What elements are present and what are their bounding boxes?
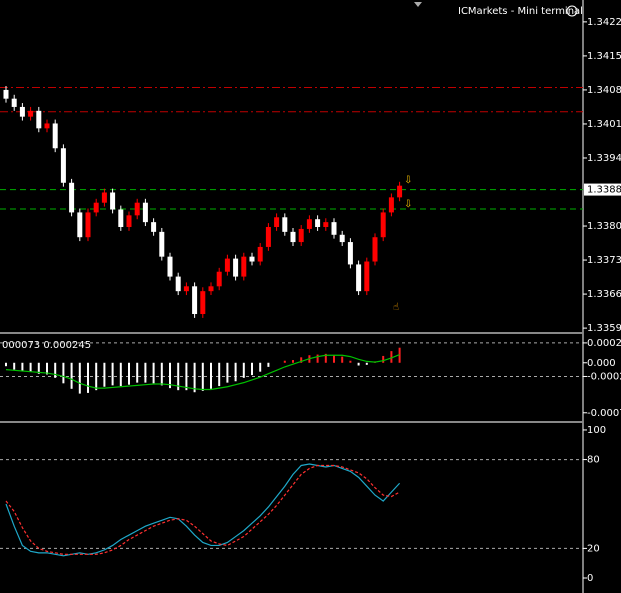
y-tick-label: 0.00029	[587, 338, 621, 349]
y-tick-label: 1.34155	[587, 51, 621, 62]
candle-body	[388, 197, 394, 213]
candle-body	[69, 182, 75, 213]
y-tick-label: 100	[587, 425, 606, 436]
candle-body	[216, 271, 222, 287]
candle-body	[118, 209, 124, 228]
candle-body	[60, 148, 66, 183]
candle-body	[126, 215, 132, 228]
chart-title: ICMarkets - Mini terminal	[458, 6, 583, 17]
candle-body	[167, 256, 173, 277]
candle-body	[44, 123, 50, 129]
candle-body	[208, 286, 214, 292]
candle-body	[306, 219, 312, 229]
candle-body	[347, 242, 353, 265]
y-tick-label: -0.0002	[587, 371, 621, 382]
signal-line	[5, 353, 400, 391]
candle-body	[257, 246, 263, 262]
smiley-icon	[566, 5, 578, 17]
candle-body	[331, 222, 337, 235]
candle-body	[323, 222, 329, 228]
candle-body	[339, 234, 345, 243]
panel-separator	[0, 332, 583, 334]
signal-arrow: ⇩	[404, 175, 412, 186]
y-tick-label: 20	[587, 543, 600, 554]
candle-body	[224, 258, 230, 272]
candle-body	[77, 212, 83, 238]
candle-body	[183, 286, 189, 292]
candle-body	[249, 256, 255, 262]
candle-body	[282, 217, 288, 232]
panel-separator	[0, 421, 583, 423]
candle-body	[134, 202, 140, 216]
candle-body	[93, 202, 99, 213]
y-tick-label: 1.34085	[587, 85, 621, 96]
oscillator-line	[5, 464, 400, 555]
shift-marker	[414, 2, 422, 7]
signal-arrow: ⇩	[404, 199, 412, 210]
y-tick-label: 1.33945	[587, 153, 621, 164]
candle-body	[233, 258, 239, 277]
candle-body	[372, 237, 378, 262]
y-tick-label: 0.000	[587, 358, 616, 369]
hand-icon: ☝	[393, 302, 399, 313]
y-tick-label: 1.33805	[587, 221, 621, 232]
candle-body	[52, 123, 58, 149]
current-price-box	[584, 183, 621, 196]
candle-body	[241, 256, 247, 277]
candle-body	[110, 192, 116, 210]
candle-body	[192, 286, 198, 315]
candle-body	[315, 219, 321, 228]
candle-body	[290, 231, 296, 243]
candle-body	[380, 212, 386, 238]
y-tick-label: 1.33735	[587, 255, 621, 266]
candle-body	[28, 110, 34, 117]
candle-body	[19, 106, 25, 117]
candle-body	[397, 185, 403, 198]
candle-body	[101, 192, 107, 203]
candle-body	[3, 89, 9, 99]
y-tick-label: 80	[587, 455, 600, 466]
candle-body	[175, 276, 181, 292]
indicator-label: 000073 0.000245	[2, 340, 91, 351]
candle-body	[85, 212, 91, 238]
y-tick-label: -0.00073	[587, 408, 621, 419]
candle-body	[356, 264, 362, 292]
candle-body	[364, 261, 370, 292]
y-tick-label: 0	[587, 573, 593, 584]
candle-body	[298, 228, 304, 243]
candle-body	[200, 291, 206, 315]
y-tick-label: 1.33595	[587, 323, 621, 334]
y-tick-label: 1.34225	[587, 17, 621, 28]
candle-body	[265, 227, 271, 247]
candle-body	[36, 110, 42, 129]
y-tick-label: 1.33665	[587, 289, 621, 300]
candle-body	[151, 222, 157, 232]
candle-body	[274, 217, 280, 228]
candle-body	[142, 202, 148, 223]
y-tick-label: 1.34015	[587, 119, 621, 130]
candle-body	[11, 98, 17, 107]
candle-body	[159, 231, 165, 257]
